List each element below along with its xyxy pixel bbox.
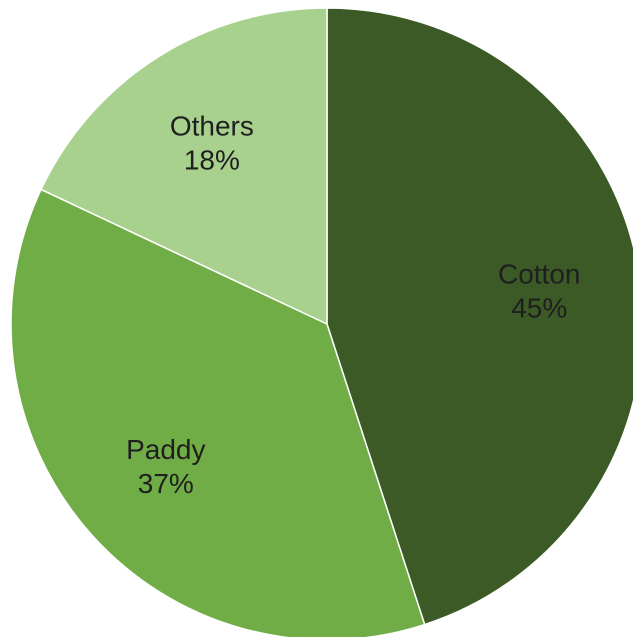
pie-slices xyxy=(10,7,633,637)
pie-slice-cotton xyxy=(326,7,633,626)
slice-value-cotton: 45% xyxy=(511,292,567,323)
slice-label-paddy: Paddy xyxy=(126,434,205,465)
slice-value-others: 18% xyxy=(184,145,240,176)
slice-value-paddy: 37% xyxy=(138,468,194,499)
pie-slice-others xyxy=(40,7,328,326)
slice-label-others: Others xyxy=(170,111,254,142)
slice-label-cotton: Cotton xyxy=(498,258,581,289)
pie-slice-paddy xyxy=(10,188,426,637)
